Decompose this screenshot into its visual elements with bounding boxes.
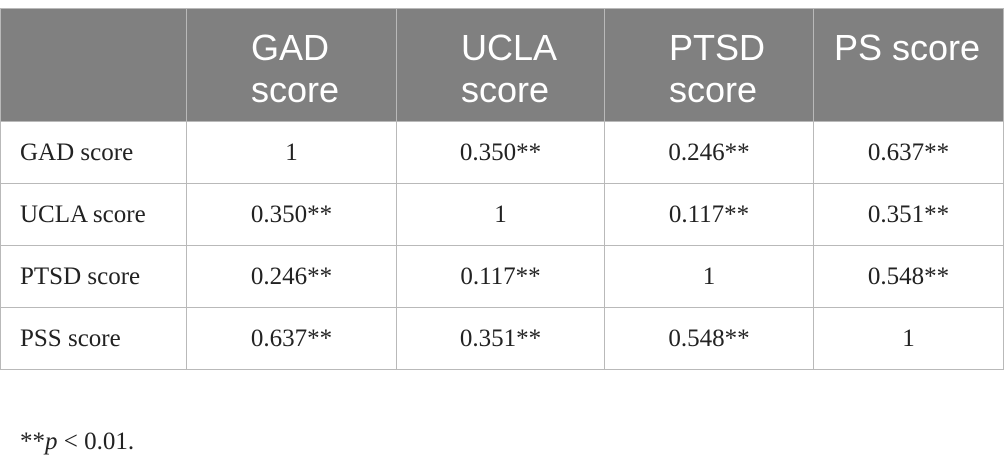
table-cell: 1 [396, 183, 605, 246]
footnote-p-symbol: p [45, 428, 58, 455]
table-cell: 1 [813, 307, 1004, 370]
table-cell: 0.246** [186, 245, 397, 308]
header-ptsd-score: PTSD score [604, 8, 814, 122]
table-cell: 0.246** [604, 121, 814, 184]
header-corner [0, 8, 187, 122]
footnote-prefix: ** [20, 428, 45, 455]
table-row: PTSD score 0.246** 0.117** 1 0.548** [0, 245, 1004, 308]
table-cell: 0.117** [396, 245, 605, 308]
correlation-table: GAD score UCLA score PTSD score PS score… [0, 8, 1004, 370]
table-row: UCLA score 0.350** 1 0.117** 0.351** [0, 183, 1004, 246]
row-label: GAD score [0, 121, 187, 184]
table-cell: 0.351** [396, 307, 605, 370]
table-cell: 1 [604, 245, 814, 308]
table-cell: 0.548** [813, 245, 1004, 308]
header-gad-score: GAD score [186, 8, 397, 122]
header-row: GAD score UCLA score PTSD score PS score [0, 8, 1004, 122]
footnote-suffix: < 0.01. [57, 428, 135, 455]
table-cell: 0.350** [396, 121, 605, 184]
table-cell: 0.117** [604, 183, 814, 246]
row-label: PTSD score [0, 245, 187, 308]
table-row: GAD score 1 0.350** 0.246** 0.637** [0, 121, 1004, 184]
row-label: UCLA score [0, 183, 187, 246]
table-cell: 0.351** [813, 183, 1004, 246]
table-cell: 1 [186, 121, 397, 184]
table-cell: 0.637** [186, 307, 397, 370]
table-row: PSS score 0.637** 0.351** 0.548** 1 [0, 307, 1004, 370]
header-ucla-score: UCLA score [396, 8, 605, 122]
table-body: GAD score 1 0.350** 0.246** 0.637** UCLA… [0, 121, 1004, 370]
row-label: PSS score [0, 307, 187, 370]
table-cell: 0.637** [813, 121, 1004, 184]
significance-footnote: **p < 0.01. [20, 428, 134, 456]
table-header: GAD score UCLA score PTSD score PS score [0, 8, 1004, 122]
table-cell: 0.350** [186, 183, 397, 246]
header-ps-score: PS score [813, 8, 1004, 122]
table-cell: 0.548** [604, 307, 814, 370]
